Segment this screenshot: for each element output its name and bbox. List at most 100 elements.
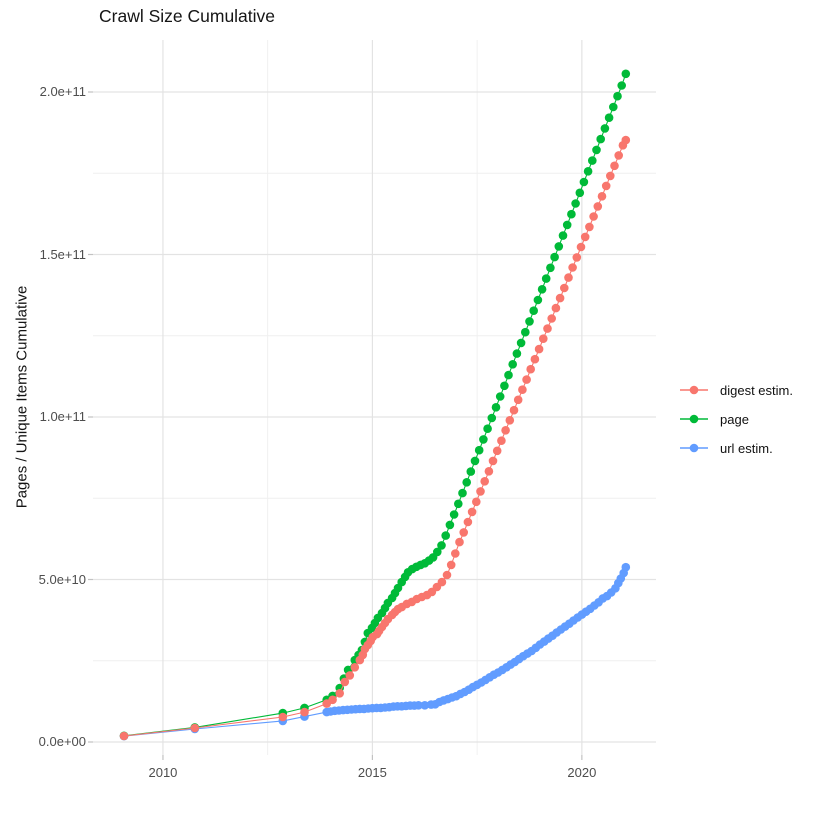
data-point-digestestim (455, 537, 464, 547)
y-tick-label: 2.0e+11 (39, 84, 86, 99)
data-point-page (621, 69, 631, 79)
data-point-page (516, 338, 526, 348)
data-point-page (441, 531, 451, 540)
legend: digest estim. page url estim. (678, 381, 793, 468)
data-point-page (521, 327, 530, 337)
data-point-page (491, 403, 501, 412)
data-point-digestestim (484, 467, 494, 476)
data-point-page (583, 167, 593, 176)
data-point-page (525, 317, 534, 326)
data-point-digestestim (278, 712, 288, 722)
data-point-page (470, 456, 480, 466)
data-point-digestestim (467, 507, 477, 517)
data-point-digestestim (459, 528, 469, 537)
data-point-page (600, 124, 610, 133)
data-point-digestestim (492, 446, 502, 456)
data-point-digestestim (509, 405, 519, 415)
y-tick-label: 0.0e+00 (38, 734, 86, 749)
data-point-digestestim (534, 344, 544, 354)
legend-item-digest-estim: digest estim. (678, 381, 793, 399)
data-point-page (474, 445, 484, 455)
data-point-page (437, 541, 446, 550)
data-point-page (454, 499, 463, 509)
data-point-page (462, 478, 472, 487)
chart-title: Crawl Size Cumulative (99, 6, 276, 26)
data-point-digestestim (585, 222, 594, 232)
data-point-page (592, 145, 601, 155)
y-axis-title: Pages / Unique Items Cumulative (13, 285, 31, 509)
data-point-digestestim (501, 426, 510, 435)
data-point-page (617, 81, 626, 90)
data-point-page (508, 360, 517, 369)
data-point-digestestim (606, 171, 615, 181)
data-point-urlestim (420, 701, 430, 710)
data-point-digestestim (580, 232, 590, 242)
data-point-digestestim (576, 242, 586, 252)
legend-label: page (720, 411, 749, 427)
data-point-digestestim (543, 324, 552, 333)
data-point-digestestim (614, 151, 623, 160)
y-tick-label: 5.0e+10 (38, 571, 86, 587)
data-point-page (604, 113, 614, 122)
data-point-digestestim (593, 202, 603, 211)
data-point-page (550, 252, 559, 262)
y-tick-label: 1.5e+11 (39, 246, 86, 262)
data-point-page (479, 435, 488, 444)
data-point-page (449, 510, 459, 519)
data-point-page (483, 424, 492, 434)
data-point-digestestim (472, 497, 481, 507)
x-tick-label: 2015 (357, 765, 387, 780)
legend-key-dot (689, 414, 699, 424)
data-point-digestestim (328, 695, 337, 705)
x-tick-label: 2020 (567, 765, 597, 780)
data-point-digestestim (513, 395, 523, 405)
data-point-digestestim (555, 293, 565, 303)
data-point-digestestim (505, 416, 515, 425)
data-point-digestestim (300, 707, 309, 717)
data-point-digestestim (526, 364, 535, 374)
data-point-urlestim (621, 562, 631, 572)
data-point-digestestim (560, 283, 569, 293)
data-point-digestestim (568, 263, 577, 272)
data-point-page (533, 295, 543, 305)
data-point-digestestim (437, 577, 447, 587)
data-point-page (537, 285, 547, 294)
data-point-digestestim (610, 161, 619, 171)
data-point-page (554, 242, 564, 251)
data-point-digestestim (190, 723, 200, 733)
data-point-digestestim (446, 560, 456, 570)
legend-key-url-estim-icon (680, 443, 708, 453)
data-point-digestestim (335, 689, 345, 698)
legend-label: digest estim. (720, 382, 793, 398)
data-point-page (575, 188, 585, 198)
legend-item-url-estim: url estim. (678, 439, 793, 457)
legend-item-page: page (678, 410, 793, 428)
legend-key-dot (689, 385, 699, 395)
legend-key-digest-estim-icon (680, 385, 708, 395)
data-point-digestestim (442, 570, 452, 580)
data-point-digestestim (551, 303, 561, 313)
data-point-page (609, 102, 618, 112)
data-point-page (596, 134, 605, 144)
legend-key-page-icon (680, 414, 708, 424)
series-line-digestestim (123, 139, 627, 737)
data-point-page (546, 263, 555, 273)
legend-key-dot (689, 443, 699, 453)
data-point-page (487, 413, 497, 423)
data-point-digestestim (589, 212, 598, 221)
data-point-page (495, 392, 505, 401)
data-point-page (512, 349, 522, 358)
legend-label: url estim. (720, 440, 773, 456)
data-point-digestestim (522, 375, 531, 384)
data-point-page (613, 91, 622, 101)
data-point-digestestim (564, 273, 573, 282)
data-point-page (433, 547, 442, 557)
data-point-digestestim (451, 549, 460, 558)
data-point-page (588, 156, 597, 165)
data-point-digestestim (480, 477, 490, 486)
data-point-digestestim (476, 487, 485, 496)
y-tick-label: 1.0e+11 (39, 409, 86, 424)
data-point-digestestim (340, 677, 350, 687)
